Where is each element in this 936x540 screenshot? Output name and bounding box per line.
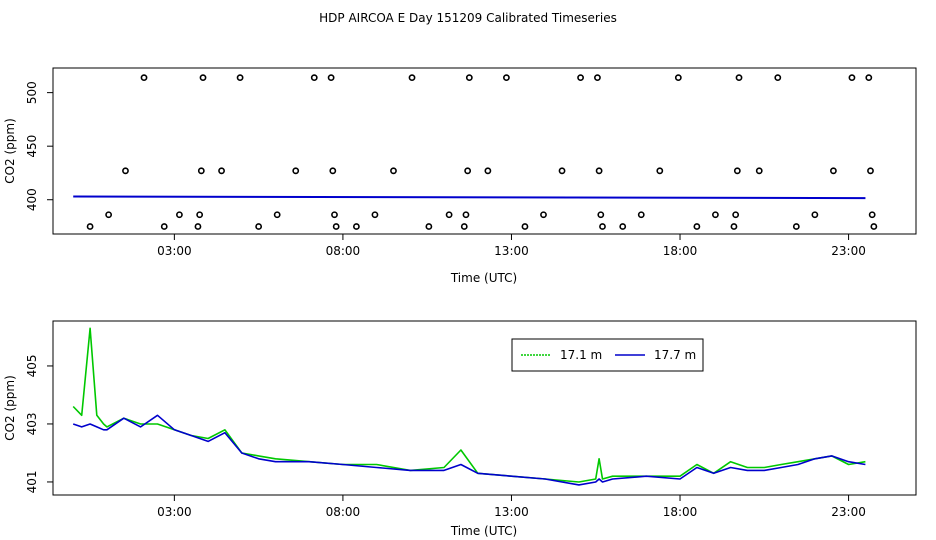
data-point: [733, 167, 741, 175]
data-point: [732, 211, 740, 219]
data-point: [674, 74, 682, 82]
series-line-17-1-m: [72, 327, 866, 483]
data-point: [310, 74, 318, 82]
legend: 17.1 m 17.7 m: [511, 338, 704, 372]
bottom-x-tick-label: 08:00: [326, 505, 361, 519]
top-x-tick-label: 08:00: [326, 244, 361, 258]
top-x-tick-label: 03:00: [157, 244, 192, 258]
data-point: [465, 74, 473, 82]
data-point: [122, 167, 129, 175]
data-point: [792, 223, 800, 230]
data-point: [352, 223, 360, 230]
data-point: [218, 167, 225, 175]
data-point: [329, 167, 337, 175]
data-point: [390, 167, 397, 175]
data-point: [331, 211, 338, 219]
bottom-y-axis-label: CO2 (ppm): [3, 375, 17, 441]
data-point: [160, 223, 168, 230]
data-point: [693, 223, 701, 230]
bottom-x-axis-label: Time (UTC): [450, 524, 517, 538]
bottom-x-tick-label: 18:00: [663, 505, 698, 519]
data-point: [848, 74, 856, 82]
top-y-axis: 400 450 500: [25, 81, 54, 211]
data-point: [464, 167, 472, 175]
data-point: [503, 74, 510, 82]
data-point: [445, 211, 453, 219]
data-point: [868, 211, 876, 219]
data-point: [594, 74, 601, 82]
data-point: [292, 167, 300, 175]
data-point: [637, 211, 645, 219]
data-point: [755, 167, 763, 175]
data-point: [577, 74, 584, 82]
top-series-line: [73, 195, 866, 200]
data-point: [332, 223, 340, 230]
data-point: [140, 74, 148, 82]
bottom-x-axis: 03:00 08:00 13:00 18:00 23:00: [157, 494, 866, 519]
top-x-tick-label: 13:00: [494, 244, 529, 258]
data-point: [599, 223, 606, 230]
data-point: [194, 223, 202, 230]
top-y-tick-label: 450: [25, 135, 39, 158]
bottom-x-tick-label: 13:00: [494, 505, 529, 519]
data-point: [558, 167, 566, 175]
top-points: [86, 74, 878, 230]
bottom-y-tick-label: 403: [25, 412, 39, 435]
data-point: [86, 223, 94, 230]
data-point: [408, 74, 416, 82]
data-point: [597, 211, 605, 219]
data-point: [540, 211, 547, 219]
data-point: [595, 167, 603, 175]
data-point: [865, 74, 873, 82]
data-point: [735, 74, 743, 82]
bottom-y-tick-label: 401: [25, 470, 39, 493]
bottom-plot-frame: [52, 320, 917, 496]
data-point: [730, 223, 738, 230]
bottom-y-tick-label: 405: [25, 354, 39, 377]
data-point: [197, 167, 205, 175]
bottom-x-tick-label: 23:00: [831, 505, 866, 519]
data-point: [255, 223, 263, 230]
top-y-axis-label: CO2 (ppm): [3, 118, 17, 184]
figure-title: HDP AIRCOA E Day 151209 Calibrated Times…: [319, 11, 617, 25]
data-point: [273, 211, 281, 219]
bottom-series: [72, 327, 866, 486]
data-point: [199, 74, 207, 82]
top-plot-frame: [52, 67, 917, 235]
top-y-tick-label: 500: [25, 81, 39, 104]
data-point: [425, 223, 433, 230]
legend-label-17-1m: 17.1 m: [560, 348, 602, 362]
data-point: [521, 223, 529, 230]
data-point: [830, 167, 837, 175]
top-x-tick-label: 18:00: [663, 244, 698, 258]
data-point: [867, 167, 874, 175]
series-line-17-7-m: [72, 414, 866, 486]
data-point: [870, 223, 878, 230]
data-point: [462, 211, 470, 219]
bottom-panel: 03:00 08:00 13:00 18:00 23:00 401 403 405 Time…: [3, 320, 917, 538]
data-point: [712, 211, 719, 219]
top-x-axis-label: Time (UTC): [450, 271, 517, 285]
top-panel: 03:00 08:00 13:00 18:00 23:00 400 450 500 Time…: [3, 67, 917, 285]
data-point: [774, 74, 782, 82]
data-point: [236, 74, 244, 82]
data-point: [811, 211, 819, 219]
bottom-x-tick-label: 03:00: [157, 505, 192, 519]
data-point: [460, 223, 468, 230]
bottom-y-axis: 401 403 405: [25, 354, 54, 493]
data-point: [196, 211, 204, 219]
data-point: [619, 223, 627, 230]
data-point: [371, 211, 379, 219]
data-point: [327, 74, 335, 82]
data-point: [484, 167, 492, 175]
data-point: [656, 167, 664, 175]
top-y-tick-label: 400: [25, 188, 39, 211]
top-x-axis: 03:00 08:00 13:00 18:00 23:00: [157, 233, 866, 258]
top-x-tick-label: 23:00: [831, 244, 866, 258]
data-point: [176, 211, 183, 219]
legend-label-17-7m: 17.7 m: [654, 348, 696, 362]
data-point: [105, 211, 113, 219]
